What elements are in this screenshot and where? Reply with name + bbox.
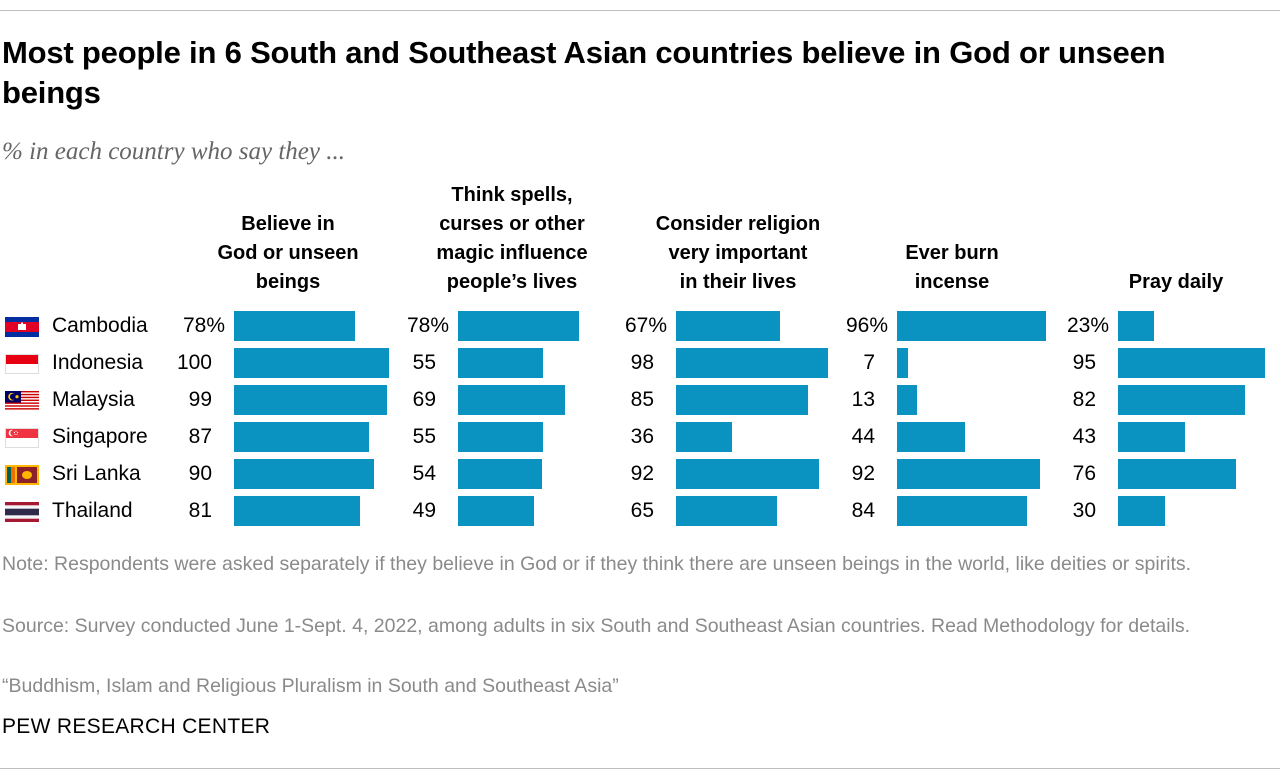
column-header-2: Think spells, curses or other magic infl…: [436, 184, 588, 293]
data-label: 49: [412, 499, 436, 522]
bar: [1118, 348, 1266, 378]
data-label: 69: [412, 388, 436, 411]
column-header-1: Believe in God or unseen beings: [217, 213, 359, 293]
country-label: Indonesia: [52, 351, 144, 374]
singapore-flag-icon: [5, 428, 39, 448]
bar: [897, 385, 918, 415]
bar: [897, 459, 1040, 489]
country-row-thailand: Thailand: [0, 496, 240, 526]
data-label: 23%: [1067, 314, 1110, 337]
data-label: 82: [1072, 388, 1096, 411]
data-label: 78%: [407, 314, 450, 337]
data-label: 99: [188, 388, 212, 411]
bar: [234, 496, 360, 526]
data-label: 87: [188, 425, 212, 448]
country-row-cambodia: Cambodia: [0, 311, 240, 341]
sri-lanka-flag-icon: [5, 465, 39, 485]
data-label: 36: [630, 425, 654, 448]
bar: [458, 348, 544, 378]
country-label: Sri Lanka: [52, 462, 141, 485]
data-label: 44: [851, 425, 875, 448]
source-text: Source: Survey conducted June 1-Sept. 4,…: [2, 615, 1191, 637]
country-label: Malaysia: [52, 388, 135, 411]
cambodia-flag-icon: [5, 317, 39, 337]
bar: [234, 348, 389, 378]
data-label: 7: [863, 351, 875, 374]
bar: [234, 385, 388, 415]
data-label: 81: [188, 499, 212, 522]
bar: [676, 311, 780, 341]
bar: [897, 311, 1046, 341]
bottom-divider: [0, 768, 1280, 769]
country-label: Cambodia: [52, 314, 148, 337]
malaysia-flag-icon: [5, 391, 39, 411]
data-label: 55: [412, 351, 436, 374]
report-title: “Buddhism, Islam and Religious Pluralism…: [2, 675, 619, 697]
column-header-4: Ever burn incense: [905, 242, 999, 293]
chart-title: Most people in 6 South and Southeast Asi…: [2, 35, 1166, 110]
data-label: 65: [630, 499, 654, 522]
indonesia-flag-icon: [5, 354, 39, 374]
bar: [897, 348, 908, 378]
data-label: 78%: [183, 314, 226, 337]
data-label: 30: [1072, 499, 1096, 522]
chart-subtitle: % in each country who say they ...: [2, 138, 345, 165]
country-label: Thailand: [52, 499, 133, 522]
bar: [676, 422, 732, 452]
country-row-singapore: Singapore: [0, 422, 240, 452]
bar: [458, 311, 579, 341]
data-label: 55: [412, 425, 436, 448]
bar: [458, 496, 534, 526]
country-row-indonesia: Indonesia: [0, 348, 240, 378]
bar: [1118, 311, 1154, 341]
bar: [676, 385, 808, 415]
top-divider: [0, 10, 1280, 11]
note-text: Note: Respondents were asked separately …: [2, 553, 1192, 575]
bar: [1118, 496, 1165, 526]
data-label: 85: [630, 388, 654, 411]
bar: [1118, 422, 1185, 452]
thailand-flag-icon: [5, 502, 39, 522]
data-label: 54: [412, 462, 436, 485]
bar: [234, 311, 355, 341]
data-label: 98: [630, 351, 654, 374]
bar: [676, 459, 819, 489]
country-label: Singapore: [52, 425, 148, 448]
bar: [1118, 385, 1246, 415]
bar: [234, 422, 369, 452]
column-header-3: Consider religion very important in thei…: [655, 213, 821, 293]
data-label: 43: [1072, 425, 1096, 448]
data-label: 76: [1072, 462, 1096, 485]
data-label: 67%: [625, 314, 668, 337]
data-label: 92: [851, 462, 875, 485]
bar: [897, 422, 966, 452]
bar: [897, 496, 1028, 526]
country-row-malaysia: Malaysia: [0, 385, 240, 415]
data-label: 84: [851, 499, 875, 522]
bar: [458, 422, 544, 452]
data-label: 96%: [846, 314, 889, 337]
bar: [676, 496, 777, 526]
footer-organization: PEW RESEARCH CENTER: [2, 715, 271, 738]
bar: [234, 459, 374, 489]
data-label: 92: [630, 462, 654, 485]
bar: [458, 459, 542, 489]
data-label: 90: [188, 462, 212, 485]
column-header-5: Pray daily: [1128, 271, 1224, 293]
country-row-sri-lanka: Sri Lanka: [0, 459, 240, 489]
bar: [676, 348, 828, 378]
data-label: 100: [176, 351, 212, 374]
bar: [458, 385, 565, 415]
bar: [1118, 459, 1236, 489]
data-label: 95: [1072, 351, 1096, 374]
data-label: 13: [851, 388, 875, 411]
